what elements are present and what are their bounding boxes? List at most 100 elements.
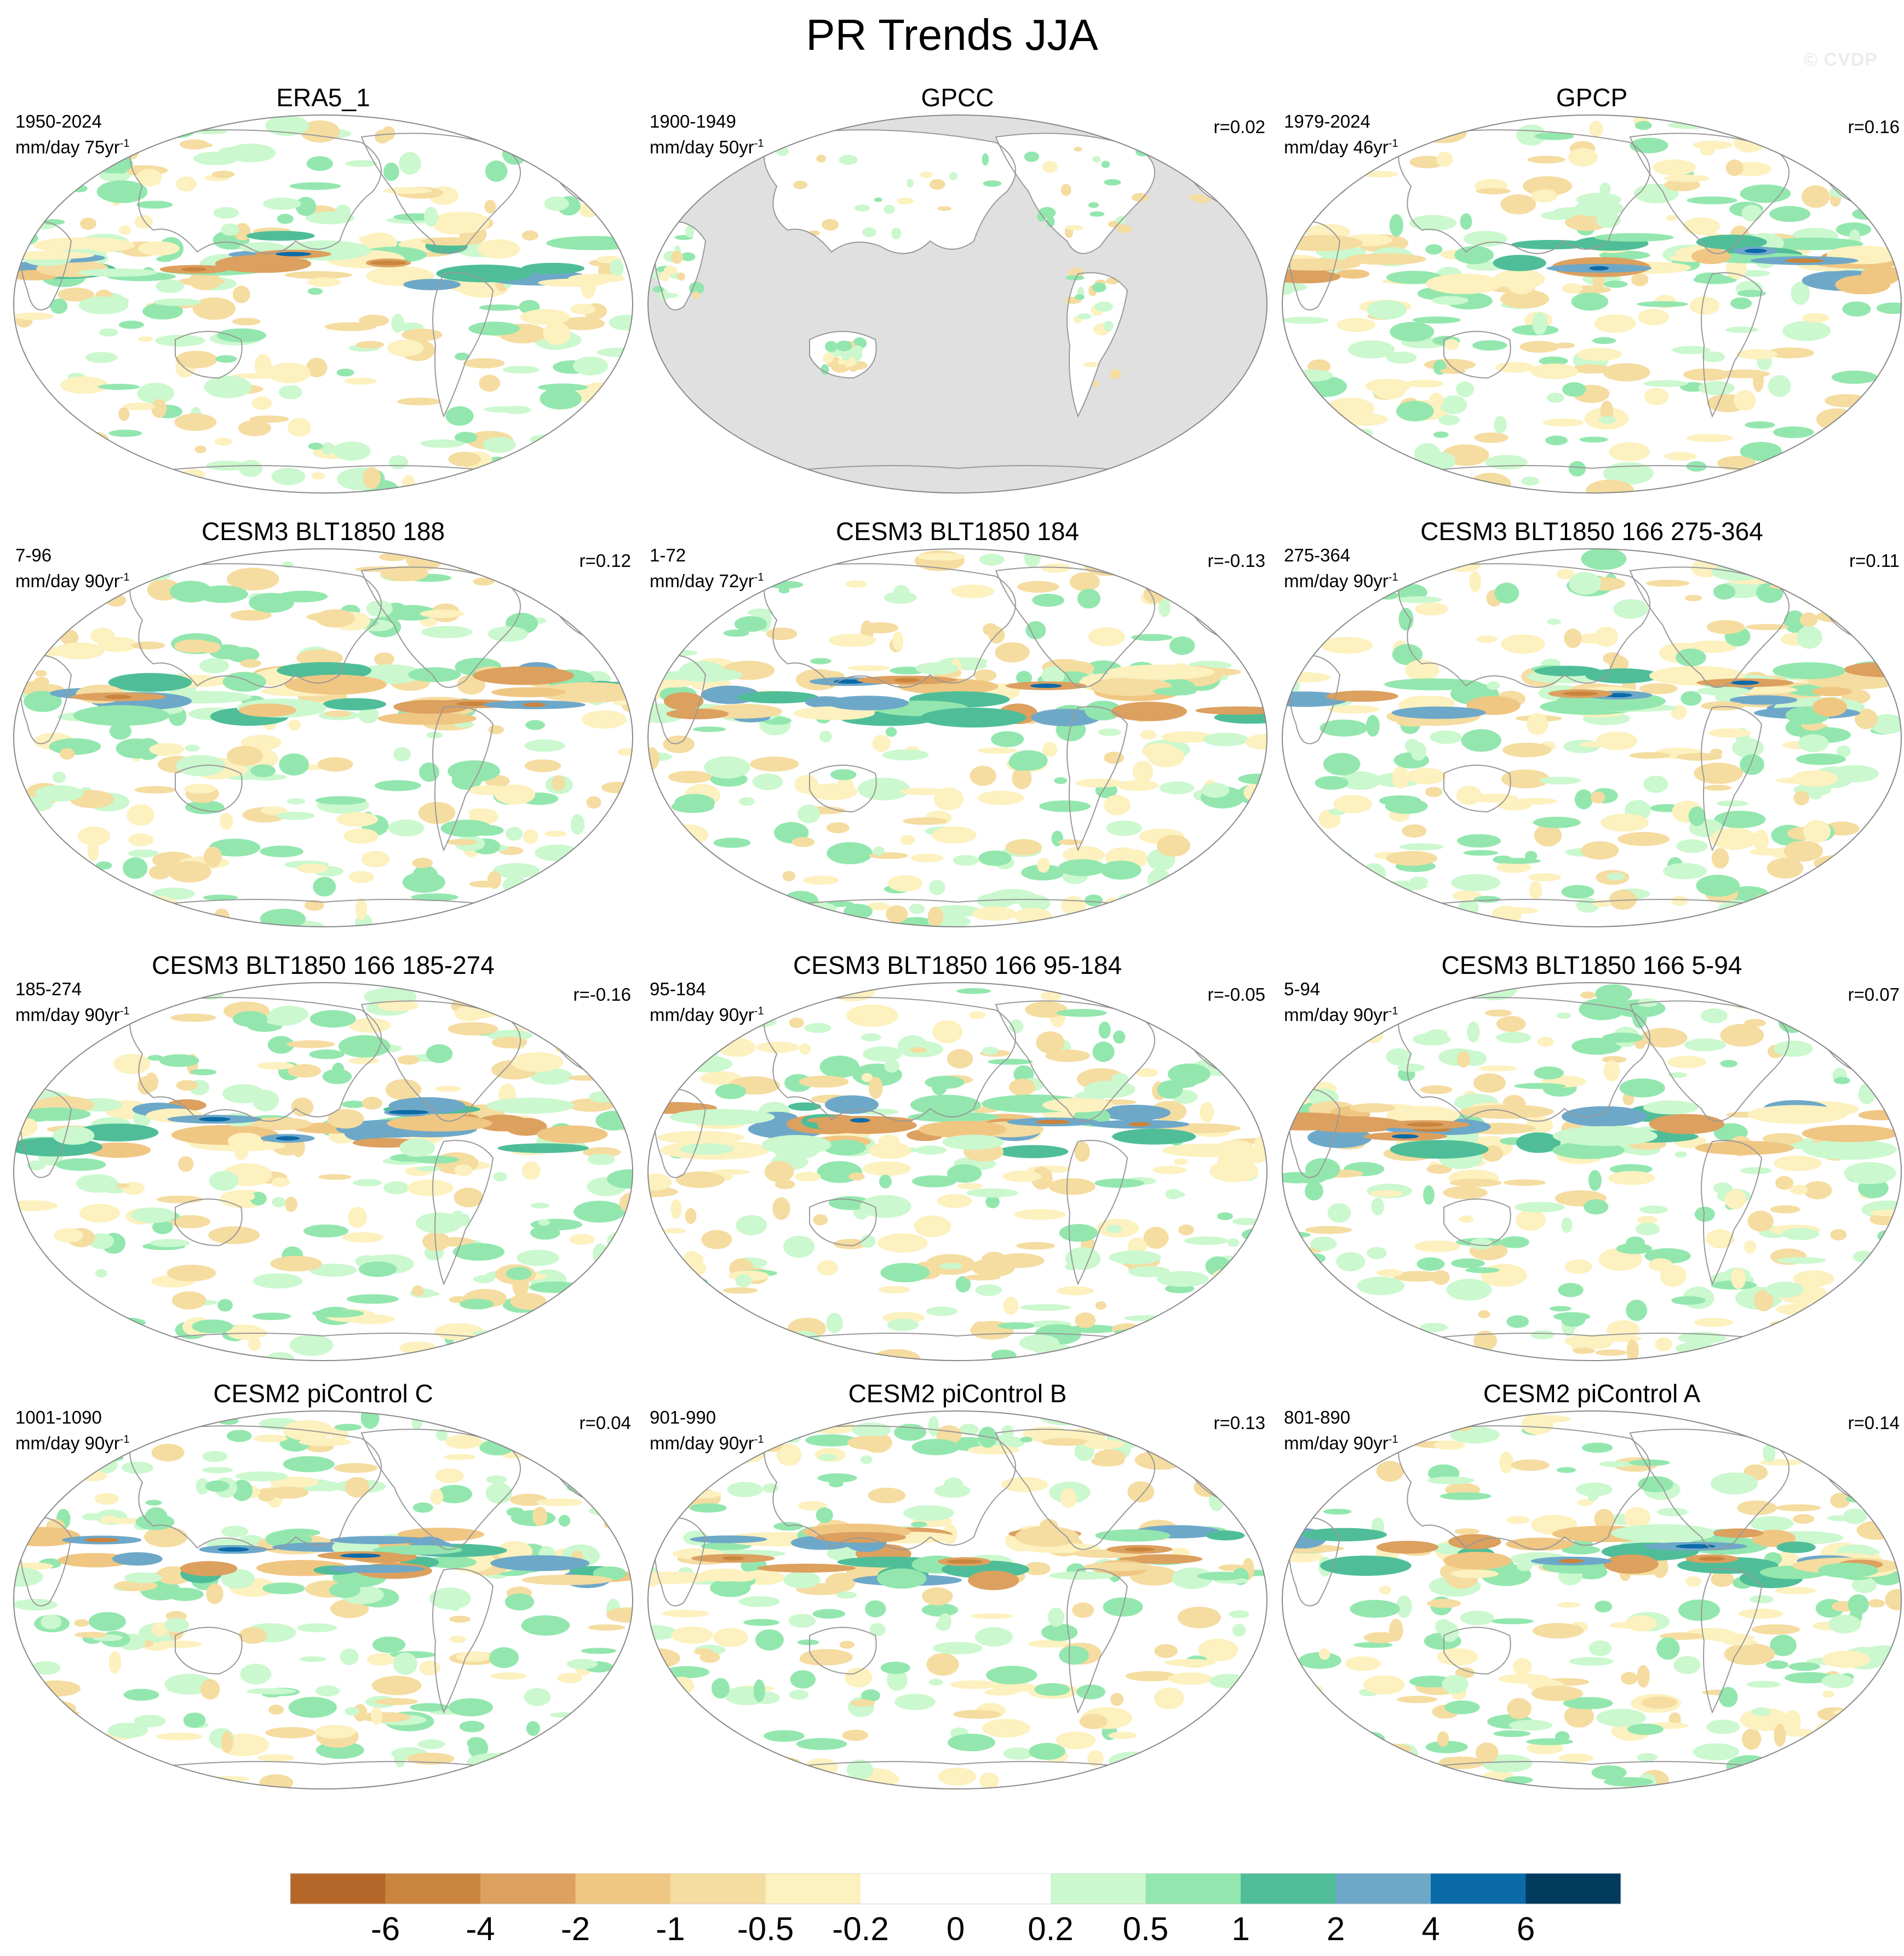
coastline-asia [129,129,382,254]
coastline-greenland [1787,983,1834,1017]
colorbar-tick-label: 4 [1421,1911,1440,1947]
panel-units: mm/day 75yr-1 [15,133,130,158]
coastline-south-america [1701,1140,1763,1286]
panel-title: CESM3 BLT1850 188 [201,517,445,546]
panel-units-text: mm/day 50yr [650,137,754,157]
coastline-africa [19,1088,72,1178]
colorbar-tick-label: 6 [1517,1911,1535,1947]
globe-border [13,548,633,927]
coastline-south-america [432,272,494,418]
panel-units: mm/day 90yr-1 [15,1429,130,1454]
trend-map [647,114,1268,494]
globe-background [14,983,633,1361]
colorbar-tick-label: 1 [1231,1911,1249,1947]
coastline-asia [764,1425,1016,1550]
colorbar-swatch [1051,1873,1146,1904]
coastline-south-america [432,1568,494,1714]
panel-period: 1900-1949 [650,111,736,131]
panel-title: GPCP [1556,83,1628,112]
coastline-africa [19,655,72,744]
colorbar-swatch [1526,1873,1621,1904]
coastline-asia [1398,997,1650,1122]
coastline-greenland [1152,115,1200,150]
panel-units: mm/day 90yr-1 [15,566,130,592]
coastline-greenland [1152,549,1200,583]
colorbar-outline [290,1873,1621,1905]
coastline-asia [129,997,382,1122]
coastline-africa [1288,1517,1341,1607]
coastline-africa [653,1517,707,1607]
coastline-north-america [1629,1429,1790,1550]
panel-title: ERA5_1 [276,83,370,112]
map-panel: CESM2 piControl B 901-990 mm/day 90yr-1 r=0… [640,1378,1275,1812]
coastline-north-america [995,566,1155,688]
panel-title: CESM2 piControl C [213,1379,433,1408]
colorbar-swatch [290,1873,386,1904]
colorbar-tick-label: -2 [561,1911,590,1947]
coastline-asia [1398,129,1650,254]
globe-background [14,1411,633,1789]
map-panel: CESM3 BLT1850 166 5-94 5-94 mm/day 90yr-1 r… [1274,950,1904,1384]
colorbar-swatch [670,1873,766,1904]
coastline-asia [764,563,1016,688]
coastline-south-america [1066,1140,1128,1286]
coastline-south-america [1066,272,1128,418]
panel-units-exponent: -1 [119,1005,130,1017]
panel-period: 1950-2024 [15,111,102,131]
colorbar-tick-label: -0.2 [832,1911,888,1947]
coastline-australia [809,331,877,379]
coastline-greenland [518,115,565,150]
coastline-greenland [518,1411,565,1446]
globe-border [1282,114,1902,494]
panel-title: CESM2 piControl A [1483,1379,1701,1408]
panel-correlation: r=0.16 [1848,117,1900,137]
panel-units-text: mm/day 90yr [15,1005,120,1025]
coastline-north-america [995,1000,1155,1122]
panel-units-text: mm/day 90yr [650,1433,754,1453]
colorbar-swatch [1145,1873,1241,1904]
colorbar-tick-label: -6 [371,1911,400,1947]
panel-units-exponent: -1 [754,137,764,150]
panel-units: mm/day 50yr-1 [650,133,764,158]
coastline-australia [1443,331,1511,379]
coastline-greenland [1787,549,1834,583]
panel-correlation: r=0.13 [1213,1413,1266,1433]
coastline-australia [1443,765,1511,813]
coastline-asia [129,1425,382,1550]
coastline-north-america [360,566,521,688]
panel-units: mm/day 90yr-1 [1284,1000,1398,1026]
globe-border [1282,1410,1902,1789]
panel-period: 95-184 [650,979,706,999]
panel-correlation: r=0.02 [1213,117,1266,137]
panel-period: 1979-2024 [1284,111,1370,131]
panel-period: 7-96 [15,545,52,565]
coastline-asia [1398,1425,1650,1550]
colorbar-swatch [385,1873,481,1904]
coastline-australia [809,765,877,813]
coastline-south-america [1701,1568,1763,1714]
coastline-africa [653,655,707,744]
colorbar-tick-label: 0 [947,1911,965,1947]
colorbar-tick-label: -0.5 [737,1911,794,1947]
panel-units-text: mm/day 90yr [15,1433,120,1453]
panel-title: CESM3 BLT1850 166 185-274 [152,951,495,979]
panel-period: 801-890 [1284,1407,1351,1427]
coastline-africa [653,221,707,311]
map-panel: CESM2 piControl C 1001-1090 mm/day 90yr-1 r… [5,1378,641,1812]
panel-units-exponent: -1 [754,1005,764,1017]
coastline-north-america [360,1000,521,1122]
panel-units-exponent: -1 [1388,1005,1398,1017]
colorbar-swatch [765,1873,861,1904]
coastline-asia [1398,563,1650,688]
colorbar: -6 -4 -2 -1 -0.5 -0.2 0 0.2 0.5 1 2 4 6 [290,1873,1621,1947]
colorbar-tick-label: 0.2 [1028,1911,1073,1947]
coastline-asia [764,997,1016,1122]
panel-title: CESM3 BLT1850 166 5-94 [1441,951,1742,979]
coastline-australia [809,1198,877,1247]
panel-period: 1001-1090 [15,1407,102,1427]
coastline-greenland [518,549,565,583]
coastline-south-america [1701,272,1763,418]
panel-period: 185-274 [15,979,82,999]
panel-correlation: r=0.14 [1848,1413,1900,1433]
coastline-north-america [360,1429,521,1550]
